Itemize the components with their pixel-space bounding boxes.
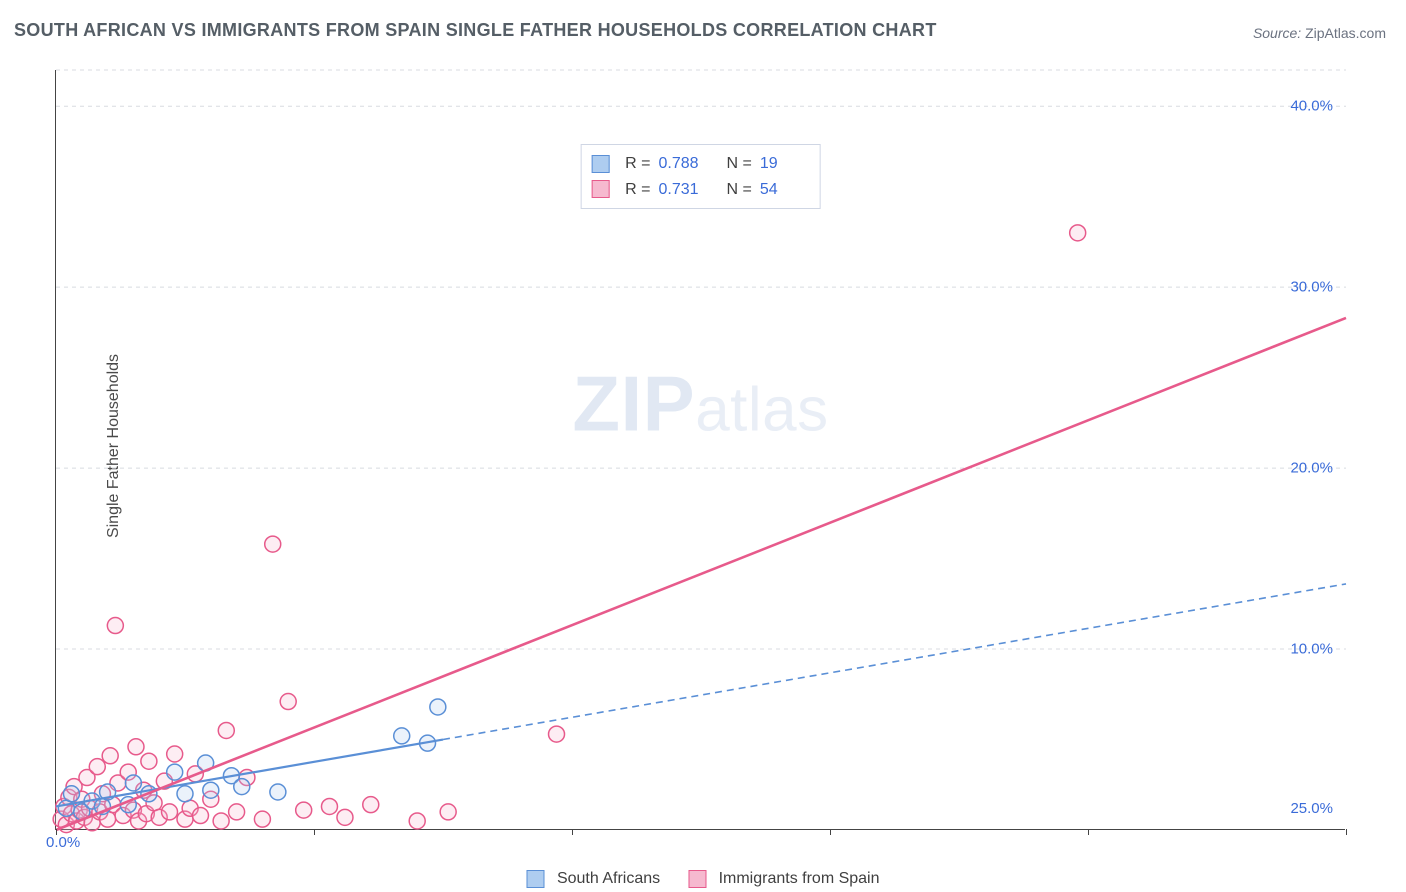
x-tick-mark [314,829,315,835]
stats-r-value: 0.731 [659,177,709,203]
series-legend-item: Immigrants from Spain [688,870,879,888]
y-tick-label: 40.0% [1290,98,1333,115]
x-axis-max-label: 25.0% [1290,800,1333,817]
x-tick-mark [1088,829,1089,835]
y-tick-label: 30.0% [1290,279,1333,296]
source-value: ZipAtlas.com [1305,25,1386,41]
stats-legend: R = 0.788 N = 19 R = 0.731 N = 54 [580,144,821,209]
x-tick-mark [1346,829,1347,835]
legend-swatch-icon [688,870,706,888]
legend-swatch-icon [591,155,609,173]
series-label: Immigrants from Spain [719,870,880,887]
series-legend: South Africans Immigrants from Spain [526,870,879,888]
stats-n-label: N = [727,151,752,177]
x-tick-mark [830,829,831,835]
stats-legend-row: R = 0.731 N = 54 [591,177,810,203]
stats-n-value: 54 [760,177,810,203]
y-tick-label: 10.0% [1290,641,1333,658]
stats-n-label: N = [727,177,752,203]
source-label: Source: [1253,25,1301,41]
series-label: South Africans [557,870,660,887]
y-tick-label: 20.0% [1290,460,1333,477]
source-attribution: Source: ZipAtlas.com [1253,25,1386,41]
stats-r-label: R = [625,177,650,203]
chart-title: SOUTH AFRICAN VS IMMIGRANTS FROM SPAIN S… [14,20,937,41]
x-tick-mark [572,829,573,835]
stats-legend-row: R = 0.788 N = 19 [591,151,810,177]
plot-area: ZIPatlas 10.0%20.0%30.0%40.0% 0.0% 25.0%… [55,70,1345,830]
stats-r-label: R = [625,151,650,177]
legend-swatch-icon [591,180,609,198]
legend-swatch-icon [526,870,544,888]
series-legend-item: South Africans [526,870,660,888]
chart-container: SOUTH AFRICAN VS IMMIGRANTS FROM SPAIN S… [0,0,1406,892]
stats-n-value: 19 [760,151,810,177]
stats-r-value: 0.788 [659,151,709,177]
x-axis-origin-label: 0.0% [46,834,80,851]
